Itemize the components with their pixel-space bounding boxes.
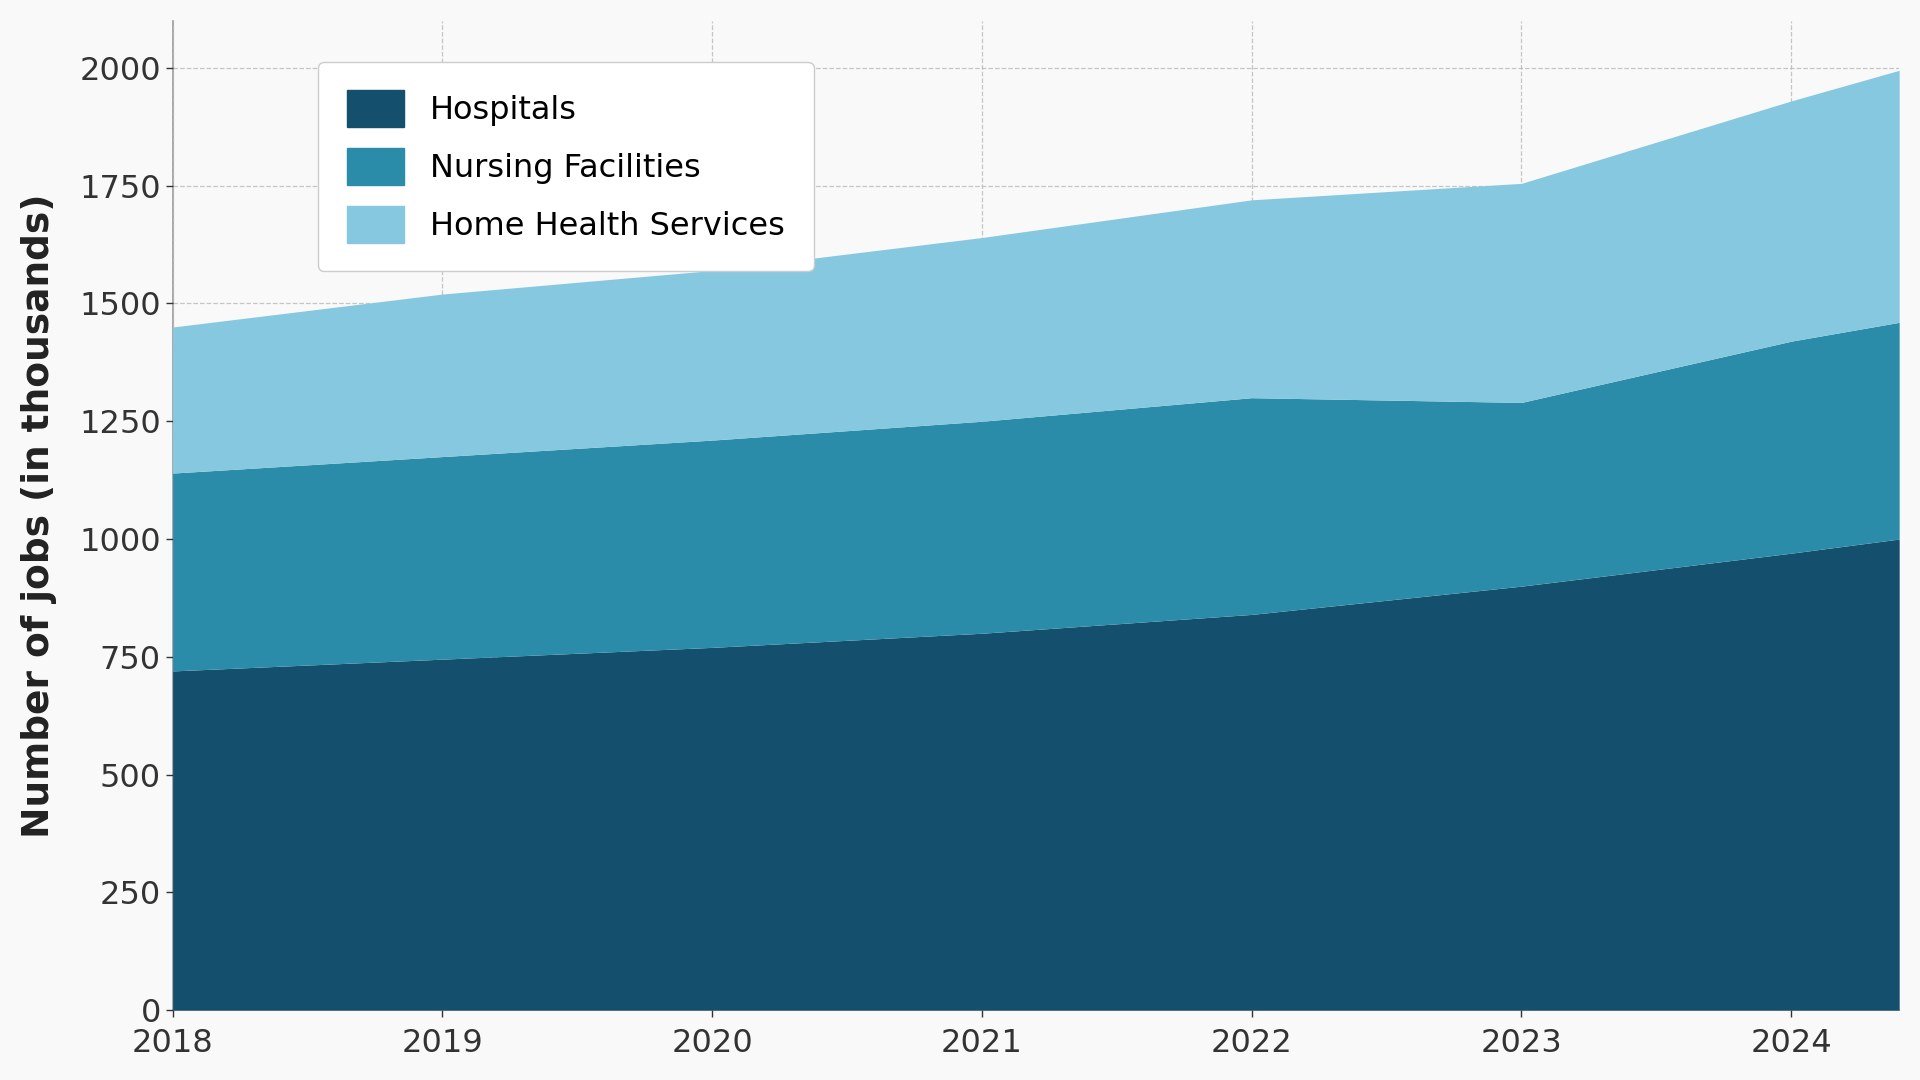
Y-axis label: Number of jobs (in thousands): Number of jobs (in thousands) [21, 193, 58, 838]
Legend: Hospitals, Nursing Facilities, Home Health Services: Hospitals, Nursing Facilities, Home Heal… [319, 62, 814, 271]
